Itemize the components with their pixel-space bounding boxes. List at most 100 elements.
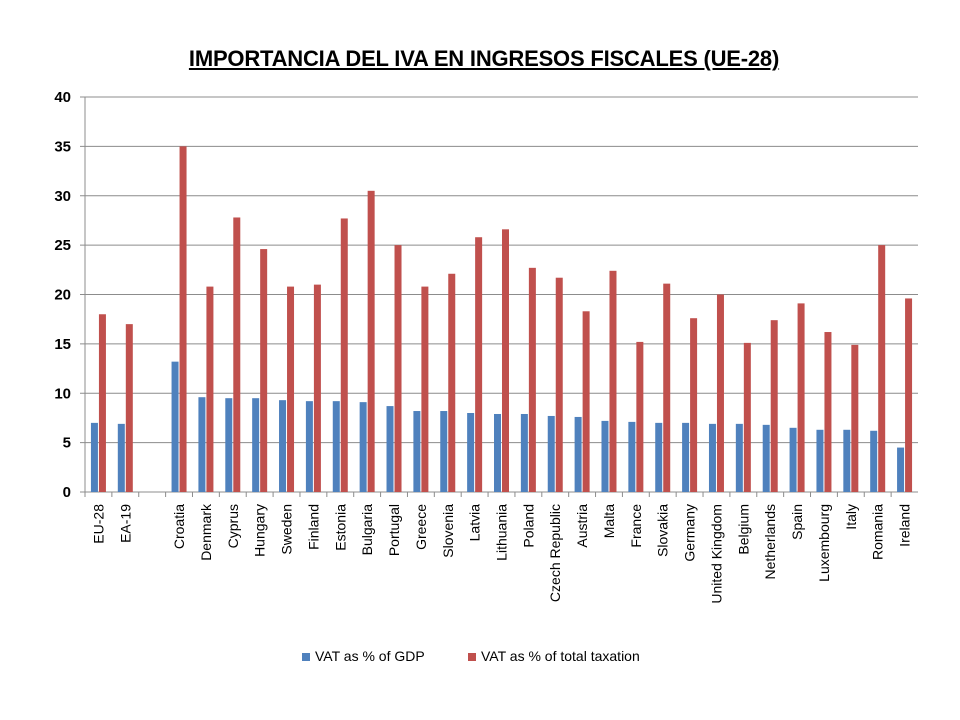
x-tick-label: Spain [789,504,805,540]
bar [816,429,824,492]
bar [716,294,724,492]
bar [98,314,106,492]
bar [797,303,805,492]
bar [332,401,340,492]
bar [421,286,429,492]
x-tick-label: Bulgaria [359,504,375,556]
bar [313,284,321,492]
bar [547,415,555,492]
bar [467,413,475,492]
y-tick-label: 0 [63,484,71,501]
bar [198,397,206,492]
x-tick-label: Netherlands [762,504,778,580]
x-tick-label: EA-19 [117,504,133,543]
bar [601,420,609,492]
bar [770,320,778,492]
bar [708,423,716,492]
x-tick-label: Finland [305,504,321,550]
x-tick-label: Hungary [252,504,268,557]
x-tick-label: Denmark [198,503,214,561]
bar [897,447,905,492]
x-tick-label: Romania [870,504,886,560]
y-tick-label: 20 [54,287,71,304]
bar [225,398,233,492]
bar [117,423,125,492]
x-tick-label: Germany [682,504,698,562]
legend-label: VAT as % of GDP [315,648,425,664]
x-tick-label: Italy [843,504,859,530]
bar [528,267,536,492]
legend-swatch [468,653,476,661]
chart-title: IMPORTANCIA DEL IVA EN INGRESOS FISCALES… [188,46,780,71]
bar [690,318,698,492]
x-tick-label: Estonia [332,504,348,551]
bar [125,324,133,492]
y-tick-label: 5 [63,435,71,452]
y-tick-label: 40 [54,89,71,106]
x-tick-label: EU-28 [90,504,106,544]
bar [367,190,375,492]
bar [878,245,886,492]
bar [735,423,743,492]
x-tick-label: France [628,504,644,548]
x-tick-label: Belgium [735,504,751,555]
bar [520,413,528,492]
bar [171,361,179,492]
y-tick-label: 30 [54,188,71,205]
bar [305,401,313,492]
bar [394,245,402,492]
bar [475,237,483,492]
bar [555,277,563,492]
bar [252,398,260,492]
x-tick-label: Malta [601,504,617,538]
x-tick-label: Slovenia [440,504,456,558]
bar [905,298,913,492]
x-tick-label: Luxembourg [816,504,832,582]
x-tick-label: Latvia [467,504,483,542]
y-tick-label: 25 [54,237,71,254]
bar [762,424,770,492]
bar [448,273,456,492]
bar [502,229,509,492]
bar [494,413,501,492]
bar [682,422,690,492]
x-tick-label: Ireland [897,504,913,547]
x-tick-label: Poland [520,504,536,548]
bar [628,421,636,492]
bar [260,249,268,492]
bar [179,146,187,492]
bar [279,400,287,492]
bar [440,411,448,492]
legend-label: VAT as % of total taxation [481,648,640,664]
bar [851,344,859,492]
x-tick-label: Portugal [386,504,402,556]
y-tick-label: 35 [54,138,71,155]
bar [582,311,590,492]
legend-swatch [302,653,310,661]
bar [843,429,851,492]
bar [206,286,214,492]
bar [824,332,832,492]
bar [287,286,295,492]
x-tick-label: Slovakia [655,504,671,557]
bar [609,270,617,492]
bar [743,342,751,492]
x-tick-label: Czech Republic [547,504,563,602]
bar [233,217,241,492]
bar [386,406,394,492]
bar [413,411,421,492]
y-tick-label: 15 [54,336,71,353]
x-tick-label: Austria [574,504,590,548]
bar [574,416,582,492]
bar [359,402,367,492]
x-tick-label: United Kingdom [708,504,724,604]
x-tick-label: Greece [413,504,429,550]
bar [340,218,348,492]
bar [636,341,644,492]
bar [789,427,797,492]
bar [663,283,671,492]
x-tick-label: Sweden [279,504,295,555]
y-tick-label: 10 [54,385,71,402]
